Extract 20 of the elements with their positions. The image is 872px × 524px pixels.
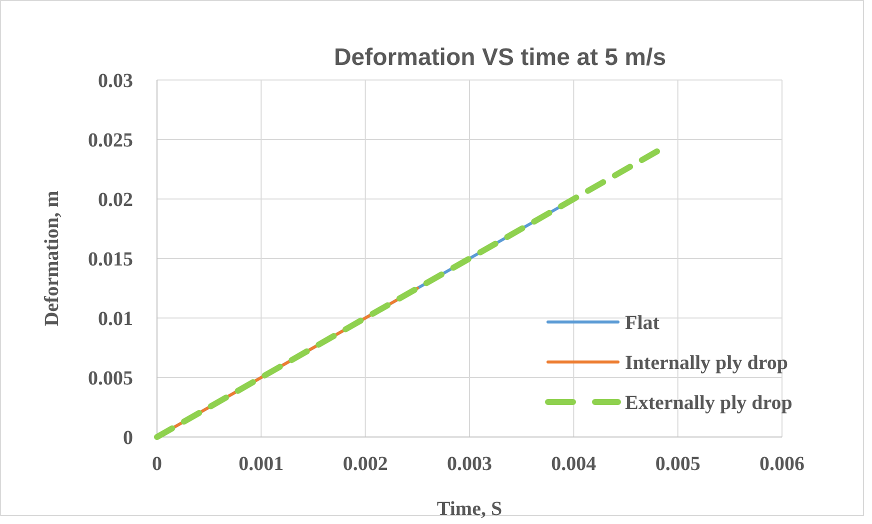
x-tick-label: 0.005 [655,453,700,475]
x-tick-label: 0 [152,453,162,475]
legend-label: Flat [625,312,660,334]
y-tick-label: 0.025 [88,130,133,152]
legend-label: Externally ply drop [625,392,792,414]
x-tick-label: 0.004 [551,453,596,475]
y-tick-label: 0 [123,427,133,449]
chart-title: Deformation VS time at 5 m/s [334,44,666,71]
y-tick-label: 0.015 [88,248,133,270]
x-tick-label: 0.003 [447,453,492,475]
legend-label: Internally ply drop [625,352,788,374]
x-axis-title: Time, S [436,498,502,520]
x-tick-label: 0.001 [238,453,284,475]
y-tick-label: 0.01 [98,308,133,330]
y-axis-title: Deformation, m [41,190,63,326]
x-tick-label: 0.006 [760,453,804,475]
y-tick-label: 0.02 [98,189,133,211]
y-tick-label: 0.03 [98,70,133,92]
y-tick-label: 0.005 [88,368,133,390]
x-tick-label: 0.002 [342,453,388,475]
